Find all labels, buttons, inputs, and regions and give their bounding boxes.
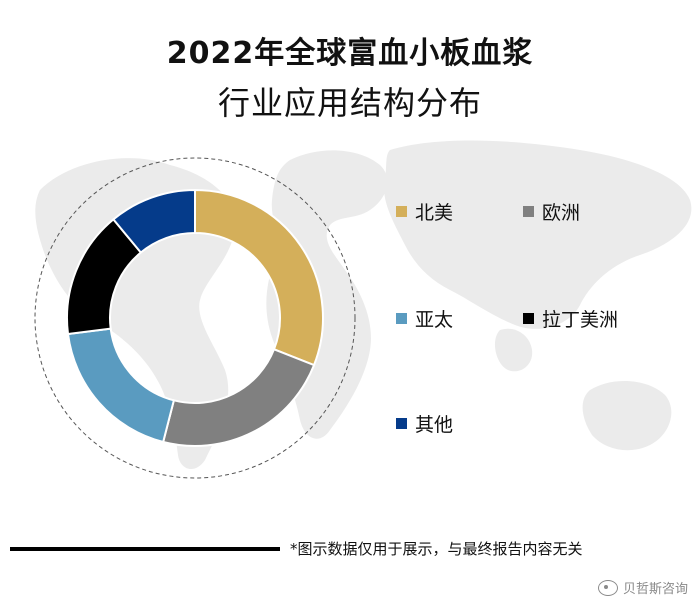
legend-label: 北美 <box>415 202 454 224</box>
legend-swatch <box>396 313 407 324</box>
legend-item-2: 欧洲 <box>523 198 580 225</box>
footnote-text: *图示数据仅用于展示，与最终报告内容无关 <box>290 540 583 558</box>
watermark-logo-icon <box>597 579 618 596</box>
legend-label: 其他 <box>415 414 454 436</box>
chart-title-line-2: 行业应用结构分布 <box>217 84 482 122</box>
legend-label: 拉丁美洲 <box>542 309 619 331</box>
donut-slice-1 <box>194 188 324 367</box>
chart-title-line-1: 2022年全球富血小板血浆 <box>166 36 534 71</box>
legend-item-3: 亚太 <box>396 305 453 332</box>
donut-outer-guide <box>34 157 356 479</box>
legend-swatch <box>523 206 534 217</box>
donut-chart <box>66 188 324 447</box>
legend-label: 欧洲 <box>542 202 581 224</box>
watermark-text: 贝哲斯咨询 <box>622 582 688 597</box>
legend-item-1: 北美 <box>396 198 453 225</box>
legend-item-5: 其他 <box>396 410 453 437</box>
legend-item-4: 拉丁美洲 <box>523 305 618 332</box>
legend-label: 亚太 <box>415 309 454 331</box>
legend-swatch <box>523 313 534 324</box>
legend-swatch <box>396 418 407 429</box>
donut-slice-5 <box>112 188 196 254</box>
legend-swatch <box>396 206 407 217</box>
footnote-rule <box>10 547 280 551</box>
watermark: 贝哲斯咨询 <box>597 578 688 597</box>
